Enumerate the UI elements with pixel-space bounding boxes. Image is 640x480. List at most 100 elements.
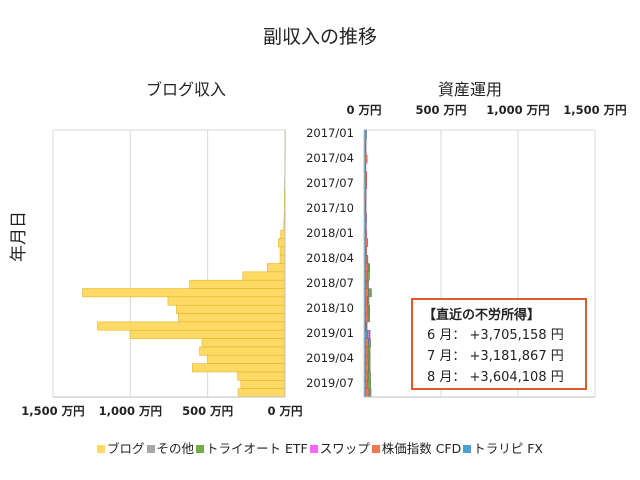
x-tick-label: 500 万円 [182, 404, 234, 418]
bar-etf [368, 388, 371, 398]
bar-blog [237, 388, 286, 398]
legend-label: スワップ [319, 441, 370, 456]
category-label: 2018/01 [306, 226, 354, 241]
bar-cfd [365, 338, 369, 348]
bar-etf [368, 363, 371, 373]
bar-etf [368, 346, 371, 356]
annotation-row: 6 月： +3,705,158 円 [427, 328, 564, 343]
bar-cfd [365, 213, 367, 222]
bar-cfd [365, 255, 367, 264]
legend-swatch [463, 445, 472, 453]
bar-etf [368, 355, 371, 364]
bar-etf [368, 288, 372, 298]
bar-blog [167, 296, 286, 306]
bar-etf [368, 305, 370, 314]
bar-cfd [365, 171, 367, 181]
x-tick-label: 0 万円 [346, 103, 382, 117]
bar-blog [237, 371, 286, 381]
bar-blog [280, 229, 286, 239]
bar-cfd [365, 154, 368, 164]
category-label: 2018/07 [306, 276, 354, 291]
category-label: 2018/10 [306, 301, 354, 316]
legend-item: ブログ [96, 438, 145, 457]
bar-blog [82, 288, 286, 298]
x-tick-label: 500 万円 [415, 103, 467, 117]
bar-blog [278, 238, 286, 248]
bar-etf [368, 371, 371, 381]
legend-swatch [371, 445, 380, 453]
category-label: 2019/04 [306, 351, 354, 366]
bar-cfd [365, 296, 368, 306]
bar-cfd [365, 263, 369, 272]
bar-cfd [365, 363, 369, 373]
category-label: 2017/01 [306, 126, 354, 140]
legend-label: その他 [156, 441, 195, 456]
legend-item: スワップ [309, 438, 370, 457]
x-tick-label: 1,500 万円 [21, 404, 85, 418]
bar-blog [176, 304, 286, 314]
legend-swatch [196, 445, 205, 453]
x-tick-label: 0 万円 [267, 404, 303, 418]
bar-cfd [365, 280, 367, 289]
x-tick-label: 1,000 万円 [486, 103, 550, 117]
annotation-row: 7 月： +3,181,867 円 [427, 349, 564, 364]
legend-label: トライオート ETF [206, 441, 308, 456]
bar-blog [279, 246, 286, 256]
bar-cfd [365, 238, 368, 247]
bar-blog [207, 354, 286, 364]
bar-blog [178, 313, 286, 323]
chart-title: 副収入の推移 [262, 26, 377, 48]
legend-item: トライオート ETF [196, 438, 308, 457]
x-tick-label: 1,500 万円 [563, 103, 627, 117]
bar-cfd [365, 305, 369, 314]
annotation-row: 8 月： +3,604,108 円 [427, 370, 564, 385]
bar-blog [129, 329, 286, 339]
bar-blog [97, 321, 286, 331]
bar-etf [367, 380, 371, 389]
bar-cfd [365, 380, 368, 389]
x-tick-label: 1,000 万円 [98, 404, 163, 418]
right-chart-title: 資産運用 [438, 80, 503, 99]
category-label: 2018/04 [306, 251, 354, 266]
category-label: 2019/01 [306, 326, 354, 341]
bar-cfd [365, 371, 369, 381]
category-label: 2019/07 [306, 376, 354, 391]
legend-item: トラリピ FX [463, 438, 543, 457]
legend-swatch [309, 445, 318, 453]
bar-blog [201, 338, 286, 348]
bar-cfd [365, 388, 369, 398]
bar-blog [189, 279, 286, 289]
category-label: 2017/10 [306, 201, 354, 216]
category-label: 2017/07 [306, 176, 354, 191]
legend-swatch [146, 445, 155, 453]
bar-blog [192, 363, 286, 373]
bar-blog [242, 271, 286, 281]
bar-swap [367, 330, 370, 339]
annotation-heading: 【直近の不労所得】 [423, 308, 541, 323]
bar-cfd [365, 355, 369, 364]
legend-label: 株価指数 CFD [381, 441, 462, 456]
left-chart-title: ブログ収入 [146, 80, 227, 99]
bar-etf [366, 280, 369, 289]
bar-etf [367, 271, 370, 281]
bar-blog [199, 346, 286, 356]
legend-item: その他 [146, 438, 195, 457]
income-annotation-box: 【直近の不労所得】 6 月： +3,705,158 円 7 月： +3,181,… [411, 298, 587, 390]
legend-label: ブログ [106, 441, 145, 456]
bar-cfd [365, 288, 369, 298]
bar-etf [368, 263, 370, 272]
bar-cfd [365, 313, 368, 323]
bar-cfd [365, 179, 367, 189]
bar-cfd [365, 346, 368, 356]
bar-blog [267, 263, 286, 273]
category-label: 2017/04 [306, 151, 354, 166]
legend: ブログ その他 トライオート ETF スワップ 株価指数 CFD トラリピ FX [0, 438, 640, 457]
legend-item: 株価指数 CFD [371, 438, 462, 457]
legend-label: トラリピ FX [473, 441, 543, 456]
bar-cfd [365, 271, 368, 281]
bar-blog [240, 380, 286, 389]
legend-swatch [96, 445, 105, 453]
bar-blog [279, 254, 286, 264]
bar-etf [368, 313, 370, 323]
